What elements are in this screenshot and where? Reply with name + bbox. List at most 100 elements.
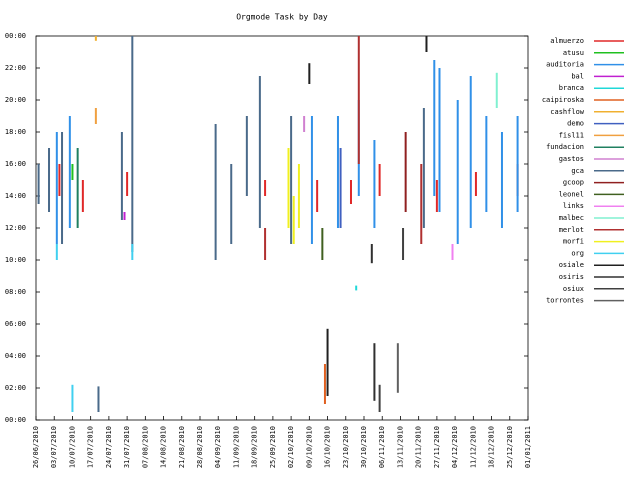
x-tick-label: 01/01/2011 [524,426,532,468]
legend-label: torrontes [546,297,584,305]
task-segment [126,172,129,196]
y-tick-label: 00:00 [5,32,26,40]
legend-label: osiris [559,273,584,281]
task-segment [97,386,100,412]
task-segment [55,132,58,244]
y-tick-label: 00:00 [5,416,26,424]
task-segment [214,124,217,260]
task-segment [456,100,459,244]
task-segment [61,132,64,244]
task-segment [131,244,134,260]
x-tick-label: 25/09/2010 [269,426,277,468]
task-segment [292,196,295,244]
legend-label: almuerzo [550,37,584,45]
task-segment [485,116,488,212]
legend-label: atusu [563,49,584,57]
task-segment [321,228,324,260]
task-segment [303,116,306,132]
x-tick-label: 04/09/2010 [214,426,222,468]
x-tick-label: 07/08/2010 [141,426,149,468]
task-segment [290,116,293,244]
task-segment [373,140,376,228]
x-tick-label: 14/08/2010 [160,426,168,468]
x-tick-label: 16/10/2010 [324,426,332,468]
y-tick-label: 18:00 [5,128,26,136]
task-segment [55,244,58,260]
x-tick-label: 17/07/2010 [87,426,95,468]
legend-label: auditoria [546,61,584,69]
x-tick-label: 02/10/2010 [287,426,295,468]
legend-label: branca [559,84,584,92]
task-segment [71,164,74,180]
task-segment [68,116,71,228]
task-segment [420,164,423,244]
x-tick-label: 04/12/2010 [451,426,459,468]
y-tick-label: 04:00 [5,352,26,360]
x-tick-label: 13/11/2010 [396,426,404,468]
task-segment [425,36,428,52]
task-segment [495,72,498,108]
legend-label: gcoop [563,179,584,187]
x-tick-label: 11/12/2010 [469,426,477,468]
x-tick-label: 24/07/2010 [105,426,113,468]
y-tick-label: 20:00 [5,96,26,104]
task-segment [349,180,352,204]
task-segment [500,132,503,228]
task-segment [378,384,381,412]
legend-label: fundacion [546,143,584,151]
legend-label: malbec [559,214,584,222]
x-tick-label: 31/07/2010 [123,426,131,468]
task-segment [469,76,472,228]
x-tick-label: 28/08/2010 [196,426,204,468]
task-segment [396,343,399,393]
task-segment [131,36,134,252]
y-tick-label: 22:00 [5,64,26,72]
x-tick-label: 20/11/2010 [415,426,423,468]
task-segment [438,68,441,212]
task-segment [94,36,97,41]
y-tick-label: 16:00 [5,160,26,168]
task-segment [58,164,61,196]
task-segment [245,116,248,196]
task-segment [339,148,342,228]
task-segment [123,212,126,220]
task-segment [81,180,84,212]
task-segment [378,164,381,196]
legend-label: merlot [559,226,584,234]
task-segment [316,180,319,212]
task-segment [258,76,261,228]
x-tick-label: 09/10/2010 [305,426,313,468]
legend-label: gca [571,167,584,175]
task-segment [355,285,358,291]
x-tick-label: 18/09/2010 [251,426,259,468]
x-tick-label: 06/11/2010 [378,426,386,468]
task-segment [323,364,326,404]
task-segment [433,60,436,196]
chart-title: Orgmode Task by Day [236,13,328,22]
task-segment [402,228,405,260]
task-segment [516,116,519,212]
task-segment [120,132,123,220]
y-tick-label: 06:00 [5,320,26,328]
task-segment [370,244,373,264]
task-segment [336,116,339,228]
legend-label: bal [571,72,584,80]
legend-label: links [563,202,584,210]
legend-label: osiale [559,261,584,269]
x-tick-label: 18/12/2010 [488,426,496,468]
task-segment [404,132,407,212]
task-segment [230,164,233,244]
legend-label: caipiroska [542,96,584,104]
task-segment [308,63,311,84]
task-segment [422,108,425,228]
task-segment [451,244,454,260]
x-tick-label: 11/09/2010 [232,426,240,468]
x-tick-label: 26/06/2010 [32,426,40,468]
task-segment [264,180,267,196]
legend-label: morfi [563,238,584,246]
task-segment [48,148,51,212]
task-segment [287,148,290,228]
x-tick-label: 10/07/2010 [68,426,76,468]
task-segment [435,180,438,212]
